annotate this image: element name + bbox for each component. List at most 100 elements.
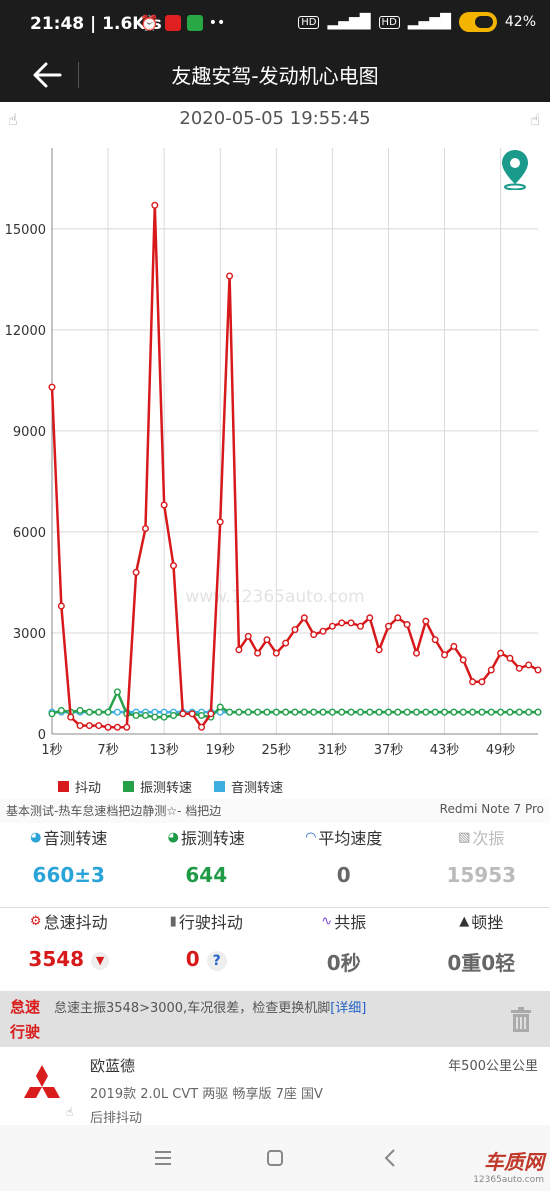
- legend-item[interactable]: 振测转速: [123, 777, 192, 796]
- metric-average-speed[interactable]: ◠ 平均速度 0: [275, 825, 413, 887]
- hand-icon: ☝: [66, 1105, 74, 1119]
- alert-tag-idle[interactable]: 怠速: [10, 998, 41, 1016]
- data-point: [95, 722, 103, 730]
- metric-value: 0: [336, 863, 351, 887]
- data-point: [459, 656, 467, 664]
- data-point: [328, 708, 336, 716]
- title-divider: [78, 62, 79, 88]
- metric-idle-jitter[interactable]: ⚙ 怠速抖动 3548 ▼: [0, 909, 138, 971]
- data-point: [413, 649, 421, 657]
- data-point: [366, 708, 374, 716]
- trash-icon[interactable]: [510, 1007, 532, 1033]
- data-point: [506, 654, 514, 662]
- metric-driving-jitter[interactable]: ▮ 行驶抖动 0 ?: [138, 909, 276, 971]
- metric-sound-rpm[interactable]: ◕ 音测转速 660±3: [0, 825, 138, 887]
- data-point: [254, 649, 262, 657]
- data-point: [394, 614, 402, 622]
- data-point: [356, 708, 364, 716]
- metric-label: 振测转速: [180, 829, 245, 848]
- data-point: [188, 710, 196, 718]
- data-point: [244, 632, 252, 640]
- detail-link[interactable]: [详细]: [330, 1001, 367, 1016]
- metric-label: 音测转速: [43, 829, 108, 848]
- metric-value: 644: [185, 863, 228, 887]
- data-point: [198, 711, 206, 719]
- series-line-0: [50, 205, 539, 730]
- data-point: [57, 706, 65, 714]
- metric-value: 0 ?: [138, 947, 276, 971]
- warning-icon: ▮: [169, 913, 177, 929]
- metric-vibration-count[interactable]: ▧ 次振 15953: [413, 825, 550, 887]
- home-icon[interactable]: [260, 1143, 290, 1173]
- data-point: [338, 708, 346, 716]
- location-pin-icon[interactable]: [498, 148, 532, 190]
- data-point: [431, 708, 439, 716]
- metric-label: 怠速抖动: [43, 913, 108, 932]
- metric-label: 顿挫: [471, 913, 504, 932]
- data-point: [198, 723, 206, 731]
- y-tick-label: 3000: [13, 627, 46, 642]
- metric-label: 共振: [334, 913, 367, 932]
- battery-percent: 42%: [504, 14, 536, 30]
- test-description: 基本测试-热车怠速档把边静测☆- 档把边: [6, 804, 222, 818]
- x-tick-label: 49秒: [486, 743, 516, 758]
- hand-left-icon[interactable]: ☝: [8, 110, 18, 129]
- back-button[interactable]: [30, 58, 70, 92]
- engine-icon: ⚙: [29, 913, 42, 929]
- data-point: [469, 678, 477, 686]
- chart-watermark: www.12365auto.com: [185, 587, 364, 607]
- data-point: [384, 708, 392, 716]
- data-point: [113, 688, 121, 696]
- legend-item[interactable]: 音测转速: [214, 777, 283, 796]
- x-tick-label: 25秒: [262, 743, 292, 758]
- metric-resonance[interactable]: ∿ 共振 0秒: [275, 909, 413, 976]
- data-point: [67, 713, 75, 721]
- data-point: [85, 722, 93, 730]
- x-tick-label: 7秒: [97, 743, 118, 758]
- data-point: [497, 708, 505, 716]
- hd-icon: HD: [298, 15, 320, 29]
- legend-swatch-blue: [214, 781, 226, 792]
- back-nav-icon[interactable]: [376, 1143, 406, 1173]
- data-point: [123, 723, 131, 731]
- page-title: 友趣安驾-发动机心电图: [171, 64, 379, 88]
- legend-swatch-green: [123, 781, 135, 792]
- data-point: [282, 708, 290, 716]
- data-point: [328, 622, 336, 630]
- data-point: [450, 642, 458, 650]
- data-point: [216, 703, 224, 711]
- y-tick-label: 9000: [13, 425, 46, 440]
- x-tick-label: 31秒: [318, 743, 348, 758]
- chart-area[interactable]: 0 3000 6000 9000 12000 15000 1秒 7秒 13秒 19秒 25秒 31秒 3…: [0, 140, 550, 770]
- data-point: [497, 649, 505, 657]
- data-point: [534, 666, 542, 674]
- data-point: [263, 708, 271, 716]
- status-icons: HD ▂▄▆█ HD ▂▄▆█ 42%: [298, 12, 536, 32]
- menu-icon[interactable]: [148, 1143, 178, 1173]
- car-info[interactable]: 欧蓝德 年500公里公里 2019款 2.0L CVT 两驱 畅享版 7座 国V…: [0, 1047, 550, 1126]
- data-point: [57, 602, 65, 610]
- car-brand: 欧蓝德: [90, 1057, 136, 1075]
- data-point: [151, 713, 159, 721]
- data-point: [263, 636, 271, 644]
- data-point: [169, 562, 177, 570]
- data-point: [160, 713, 168, 721]
- triangle-icon: ▲: [459, 913, 470, 929]
- alert-tag-driving[interactable]: 行驶: [10, 1023, 41, 1041]
- legend-item[interactable]: 抖动: [58, 777, 101, 796]
- hd-icon-2: HD: [378, 15, 400, 29]
- data-point: [515, 664, 523, 672]
- data-point: [478, 678, 486, 686]
- engine-ecg-chart[interactable]: 0 3000 6000 9000 12000 15000 1秒 7秒 13秒 19秒 25秒 31秒 3…: [0, 140, 550, 770]
- help-icon[interactable]: ?: [206, 950, 227, 971]
- hand-right-icon[interactable]: ☝: [530, 110, 540, 129]
- metric-jerk[interactable]: ▲ 顿挫 0重0轻: [413, 909, 550, 976]
- alarm-icon: ⏰: [140, 14, 159, 32]
- data-point: [431, 636, 439, 644]
- waveform-icon: ∿: [321, 913, 333, 929]
- data-point: [441, 651, 449, 659]
- data-point: [95, 708, 103, 716]
- data-point: [478, 708, 486, 716]
- metric-vibration-rpm[interactable]: ◕ 振测转速 644: [138, 825, 276, 887]
- signal-icon: ▂▄▆█: [327, 14, 371, 30]
